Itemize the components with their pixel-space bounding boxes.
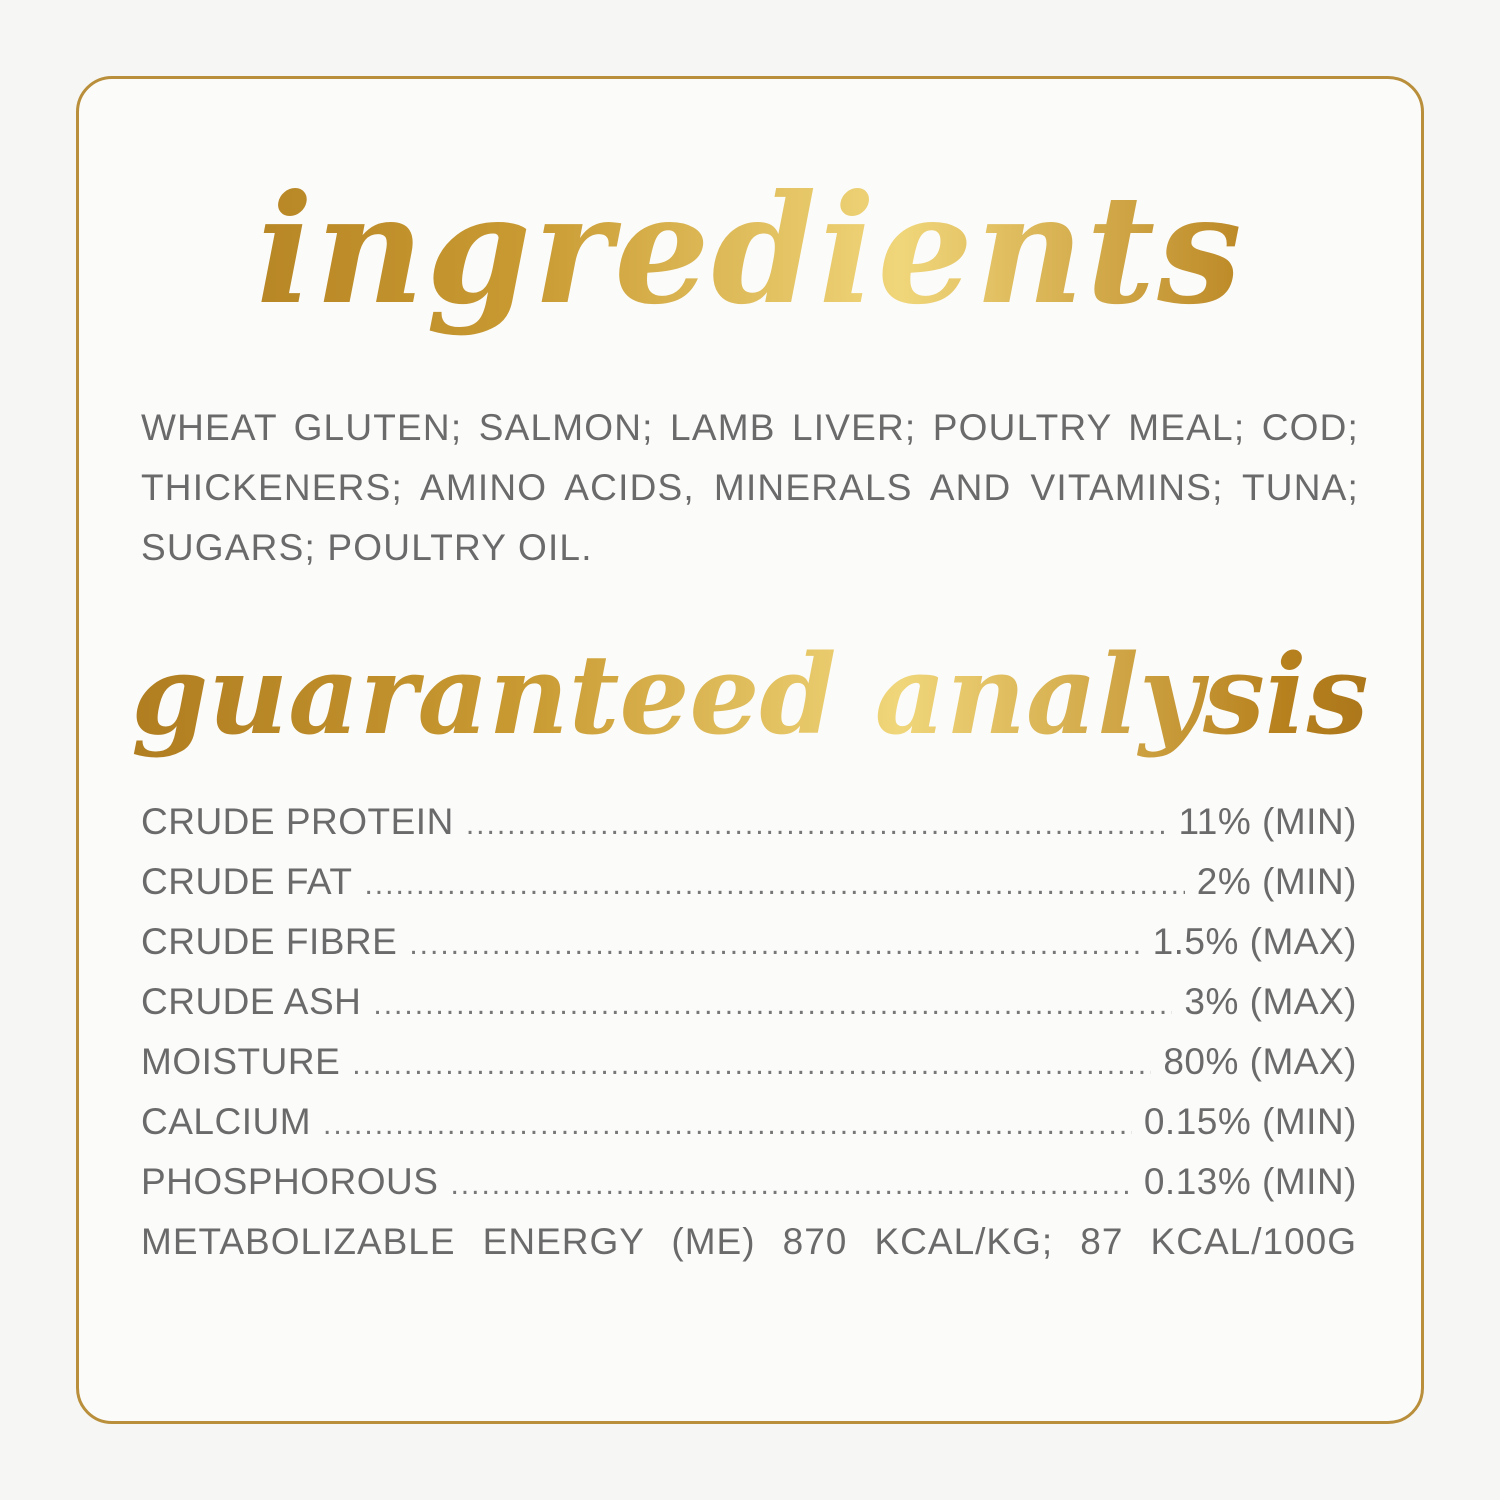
analysis-value: 80% (MAX) <box>1163 1041 1357 1082</box>
ingredients-title: ingredients <box>0 150 1500 350</box>
analysis-label: CRUDE ASH <box>141 981 362 1022</box>
analysis-title: guaranteed analysis <box>0 620 1500 770</box>
analysis-row: CRUDE PROTEIN 11% (MIN) <box>141 792 1357 852</box>
analysis-label: CALCIUM <box>141 1101 312 1142</box>
leader-dots <box>450 1155 1131 1215</box>
leader-dots <box>409 915 1140 975</box>
analysis-row: PHOSPHOROUS 0.13% (MIN) <box>141 1152 1357 1212</box>
analysis-value: 2% (MIN) <box>1196 861 1357 902</box>
analysis-value: 3% (MAX) <box>1184 981 1357 1022</box>
analysis-row: CRUDE FIBRE 1.5% (MAX) <box>141 912 1357 972</box>
leader-dots <box>323 1095 1132 1155</box>
analysis-label: CRUDE FAT <box>141 861 353 902</box>
analysis-row: CALCIUM 0.15% (MIN) <box>141 1092 1357 1152</box>
leader-dots <box>352 1035 1151 1095</box>
leader-dots <box>466 795 1167 855</box>
analysis-value: 1.5% (MAX) <box>1152 921 1357 962</box>
analysis-table: CRUDE PROTEIN11% (MIN)CRUDE FAT2% (MIN)C… <box>141 792 1357 1272</box>
analysis-value: 0.15% (MIN) <box>1143 1101 1357 1142</box>
analysis-row: CRUDE FAT 2% (MIN) <box>141 852 1357 912</box>
analysis-row: MOISTURE 80% (MAX) <box>141 1032 1357 1092</box>
analysis-value: 11% (MIN) <box>1178 801 1357 842</box>
analysis-value: 0.13% (MIN) <box>1143 1161 1357 1202</box>
analysis-label: MOISTURE <box>141 1041 341 1082</box>
leader-dots <box>373 975 1172 1035</box>
analysis-label: PHOSPHOROUS <box>141 1161 439 1202</box>
analysis-label: CRUDE FIBRE <box>141 921 398 962</box>
analysis-label: CRUDE PROTEIN <box>141 801 454 842</box>
analysis-row: CRUDE ASH 3% (MAX) <box>141 972 1357 1032</box>
energy-line: METABOLIZABLE ENERGY (ME) 870 KCAL/KG; 8… <box>141 1221 1357 1262</box>
ingredients-text: WHEAT GLUTEN; SALMON; LAMB LIVER; POULTR… <box>141 407 1359 568</box>
leader-dots <box>364 855 1184 915</box>
